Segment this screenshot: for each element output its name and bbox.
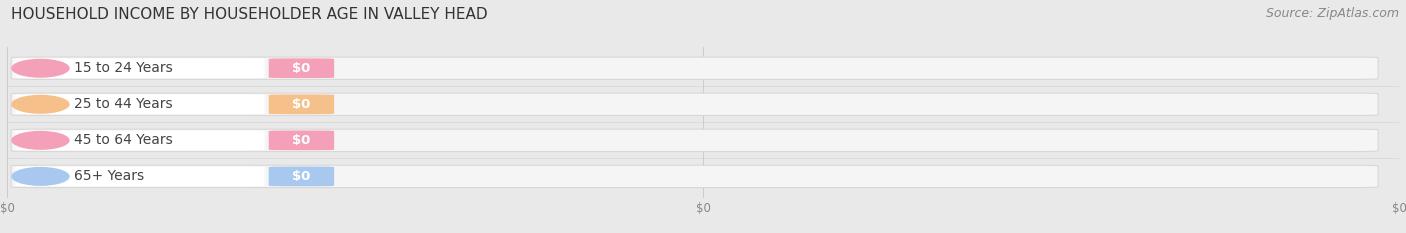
FancyBboxPatch shape bbox=[11, 57, 1378, 79]
Ellipse shape bbox=[11, 59, 70, 78]
Text: Source: ZipAtlas.com: Source: ZipAtlas.com bbox=[1265, 7, 1399, 20]
Text: $0: $0 bbox=[292, 62, 311, 75]
FancyBboxPatch shape bbox=[15, 94, 264, 114]
Text: 65+ Years: 65+ Years bbox=[75, 169, 143, 183]
Text: $0: $0 bbox=[292, 134, 311, 147]
Text: 45 to 64 Years: 45 to 64 Years bbox=[75, 133, 173, 147]
FancyBboxPatch shape bbox=[15, 58, 264, 78]
Text: $0: $0 bbox=[292, 98, 311, 111]
Text: 15 to 24 Years: 15 to 24 Years bbox=[75, 61, 173, 75]
FancyBboxPatch shape bbox=[11, 165, 1378, 188]
Ellipse shape bbox=[11, 167, 70, 186]
FancyBboxPatch shape bbox=[15, 130, 264, 150]
FancyBboxPatch shape bbox=[269, 94, 335, 114]
FancyBboxPatch shape bbox=[269, 167, 335, 186]
FancyBboxPatch shape bbox=[269, 130, 335, 150]
FancyBboxPatch shape bbox=[11, 129, 1378, 151]
Text: $0: $0 bbox=[292, 170, 311, 183]
Text: HOUSEHOLD INCOME BY HOUSEHOLDER AGE IN VALLEY HEAD: HOUSEHOLD INCOME BY HOUSEHOLDER AGE IN V… bbox=[11, 7, 488, 22]
FancyBboxPatch shape bbox=[269, 58, 335, 78]
Text: 25 to 44 Years: 25 to 44 Years bbox=[75, 97, 173, 111]
Ellipse shape bbox=[11, 131, 70, 150]
FancyBboxPatch shape bbox=[15, 167, 264, 186]
Ellipse shape bbox=[11, 95, 70, 114]
FancyBboxPatch shape bbox=[11, 93, 1378, 116]
